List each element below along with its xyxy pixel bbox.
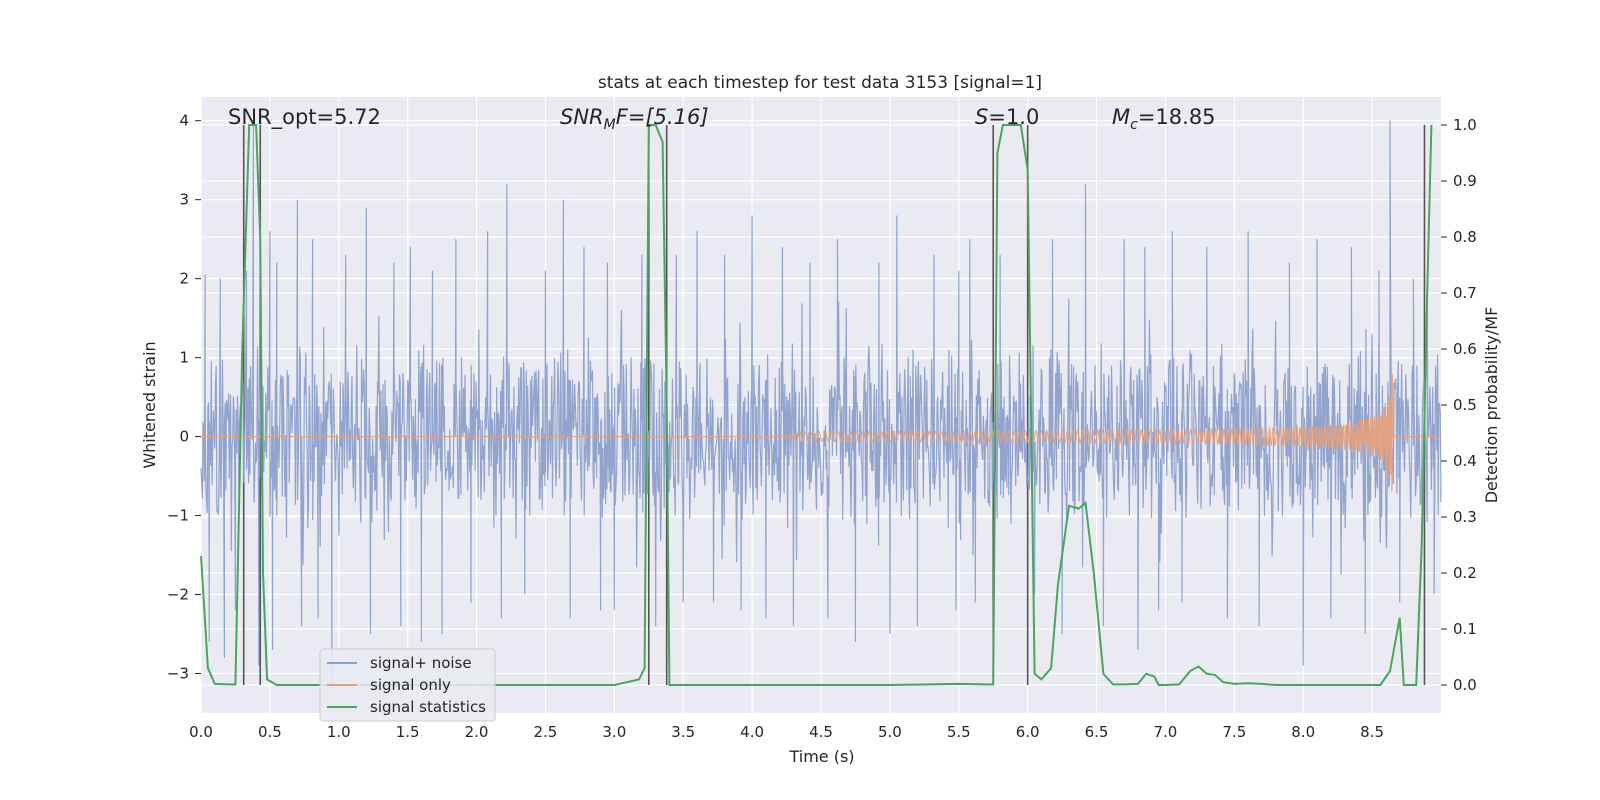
y2-tick-label: 1.0 <box>1453 116 1477 134</box>
y-tick-label: 0 <box>179 428 189 446</box>
y-tick-label: 2 <box>179 270 189 288</box>
x-tick-label: 4.0 <box>740 723 764 741</box>
annotation-mc-rest: =18.85 <box>1138 105 1216 129</box>
x-tick-label: 0.5 <box>258 723 282 741</box>
x-tick-label: 0.0 <box>189 723 213 741</box>
y2-tick-label: 0.3 <box>1453 508 1477 526</box>
y2-tick-label: 0.7 <box>1453 284 1477 302</box>
series-signal-only <box>201 373 1441 492</box>
y2-tick-label: 0.6 <box>1453 340 1477 358</box>
x-tick-label: 3.5 <box>671 723 695 741</box>
y2-axis-title: Detection probability/MF <box>1482 307 1501 504</box>
y-tick-label: −2 <box>167 586 189 604</box>
y2-tick-label: 0.1 <box>1453 620 1477 638</box>
y2-tick-label: 0.9 <box>1453 172 1477 190</box>
y2-tick-label: 0.4 <box>1453 452 1477 470</box>
y2-tick-label: 0.2 <box>1453 564 1477 582</box>
annotation-mc: Mc=18.85 <box>1112 105 1216 133</box>
legend-label-signal-statistics: signal statistics <box>370 698 486 716</box>
annotation-mc-sub: c <box>1130 117 1138 133</box>
x-tick-label: 6.0 <box>1016 723 1040 741</box>
x-tick-label: 1.0 <box>327 723 351 741</box>
x-tick-label: 6.5 <box>1085 723 1109 741</box>
axes: 0.0 0.5 1.0 1.5 2.0 2.5 3.0 3.5 4.0 4.5 5.0 5.5 6.0 6… <box>167 112 1477 741</box>
y2-tick-label: 0.0 <box>1453 676 1477 694</box>
x-tick-label: 7.0 <box>1154 723 1178 741</box>
x-tick-label: 2.5 <box>534 723 558 741</box>
annotation-snr-opt: SNR_opt=5.72 <box>228 105 381 130</box>
series-signal-noise <box>200 120 1442 690</box>
y2-tick-label: 0.8 <box>1453 228 1477 246</box>
x-tick-label: 5.0 <box>878 723 902 741</box>
y-tick-label: −3 <box>167 665 189 683</box>
y2-tick-label: 0.5 <box>1453 396 1477 414</box>
annotation-mc-main: M <box>1112 105 1130 129</box>
x-tick-label: 8.5 <box>1360 723 1384 741</box>
x-axis-title: Time (s) <box>788 747 854 766</box>
annotation-snr-mf-main: SNR <box>560 105 604 129</box>
y-tick-label: 1 <box>179 349 189 367</box>
legend-box <box>319 648 496 722</box>
chart-title: stats at each timestep for test data 315… <box>598 73 1042 93</box>
y-axis-title: Whitened strain <box>140 341 159 468</box>
x-tick-label: 8.0 <box>1291 723 1315 741</box>
annotation-snr-mf: SNRMF=[5.16] <box>560 105 709 133</box>
x-tick-label: 2.0 <box>465 723 489 741</box>
y-tick-label: −1 <box>167 507 189 525</box>
annotation-snr-mf-rest: F=[5.16] <box>616 105 709 129</box>
annotation-s-main: S <box>975 105 988 129</box>
annotation-s: S=1.0 <box>975 105 1039 129</box>
annotation-s-rest: =1.0 <box>988 105 1039 129</box>
legend-label-signal-only: signal only <box>370 676 451 694</box>
y-tick-label: 4 <box>179 112 189 130</box>
annotation-snr-mf-sub: M <box>604 117 616 133</box>
x-tick-label: 4.5 <box>809 723 833 741</box>
legend-label-signal-noise: signal+ noise <box>370 654 472 672</box>
x-tick-label: 3.0 <box>602 723 626 741</box>
x-tick-label: 1.5 <box>396 723 420 741</box>
y-tick-label: 3 <box>179 191 189 209</box>
x-tick-label: 7.5 <box>1222 723 1246 741</box>
x-tick-label: 5.5 <box>947 723 971 741</box>
plot-area <box>200 120 1442 690</box>
series-signal-statistics <box>200 124 1433 686</box>
legend: signal+ noise signal only signal statist… <box>319 648 496 722</box>
